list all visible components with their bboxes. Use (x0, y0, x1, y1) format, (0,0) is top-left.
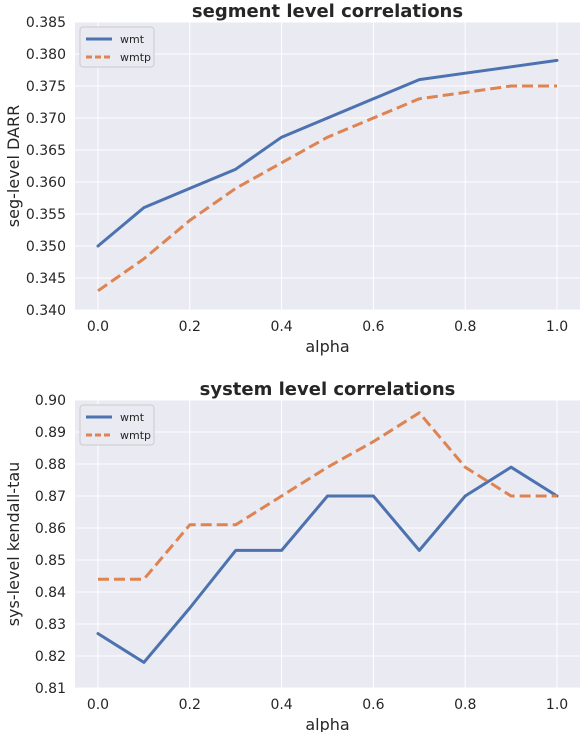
series-line-wmt (96, 58, 559, 248)
x-tick-label: 0.6 (362, 697, 384, 713)
series-line-wmt (96, 465, 559, 664)
y-tick-label: 0.375 (26, 79, 66, 95)
chart-title: segment level correlations (192, 1, 463, 22)
legend: wmt wmtp (79, 404, 155, 446)
legend-label-wmtp: wmtp (120, 429, 151, 442)
x-tick-label: 0.0 (87, 697, 109, 713)
y-tick-label: 0.88 (35, 457, 66, 473)
x-tick-label: 0.2 (179, 697, 201, 713)
y-tick-label: 0.85 (35, 553, 66, 569)
y-tick-label: 0.340 (26, 303, 66, 319)
y-tick-label: 0.90 (35, 393, 66, 409)
legend-label-wmt: wmt (120, 33, 145, 46)
chart-1: 0.340 0.345 0.350 0.355 0.360 0.365 0.370 0.375… (4, 1, 580, 356)
y-tick-label: 0.350 (26, 239, 66, 255)
x-tick-label: 0.2 (179, 319, 201, 335)
x-axis-label: alpha (305, 715, 349, 732)
y-tick-label: 0.81 (35, 681, 66, 697)
series-line-wmtp (97, 84, 557, 293)
legend: wmt wmtp (79, 26, 155, 68)
y-tick-label: 0.355 (26, 207, 66, 223)
y-tick-label: 0.89 (35, 425, 66, 441)
plot-area (75, 400, 580, 688)
x-tick-label: 0.4 (270, 319, 292, 335)
x-axis-label: alpha (305, 337, 349, 356)
x-tick-label: 0.8 (454, 319, 476, 335)
y-tick-label: 0.87 (35, 489, 66, 505)
x-tick-label: 0.0 (87, 319, 109, 335)
legend-label-wmtp: wmtp (120, 51, 151, 64)
series-line-wmtp (98, 411, 557, 581)
y-tick-label: 0.360 (26, 175, 66, 191)
y-tick-label: 0.83 (35, 617, 66, 633)
y-tick-label: 0.370 (26, 111, 66, 127)
y-tick-label: 0.84 (35, 585, 66, 601)
x-tick-label: 1.0 (546, 697, 568, 713)
x-tick-label: 0.4 (270, 697, 292, 713)
legend-label-wmt: wmt (120, 411, 145, 424)
y-axis-label: seg-level DARR (4, 105, 23, 227)
x-tick-label: 1.0 (546, 319, 568, 335)
y-tick-label: 0.86 (35, 521, 66, 537)
y-tick-label: 0.380 (26, 47, 66, 63)
y-tick-label: 0.345 (26, 271, 66, 287)
y-tick-label: 0.385 (26, 15, 66, 31)
y-tick-label: 0.82 (35, 649, 66, 665)
y-axis-label: sys-level kendall-tau (4, 462, 23, 627)
x-tick-label: 0.8 (454, 697, 476, 713)
x-tick-label: 0.6 (362, 319, 384, 335)
chart-2: 0.81 0.82 0.83 0.84 0.85 0.86 0.87 0.88 0.89 0.90… (4, 379, 580, 732)
chart-title: system level correlations (200, 379, 456, 400)
y-tick-label: 0.365 (26, 143, 66, 159)
